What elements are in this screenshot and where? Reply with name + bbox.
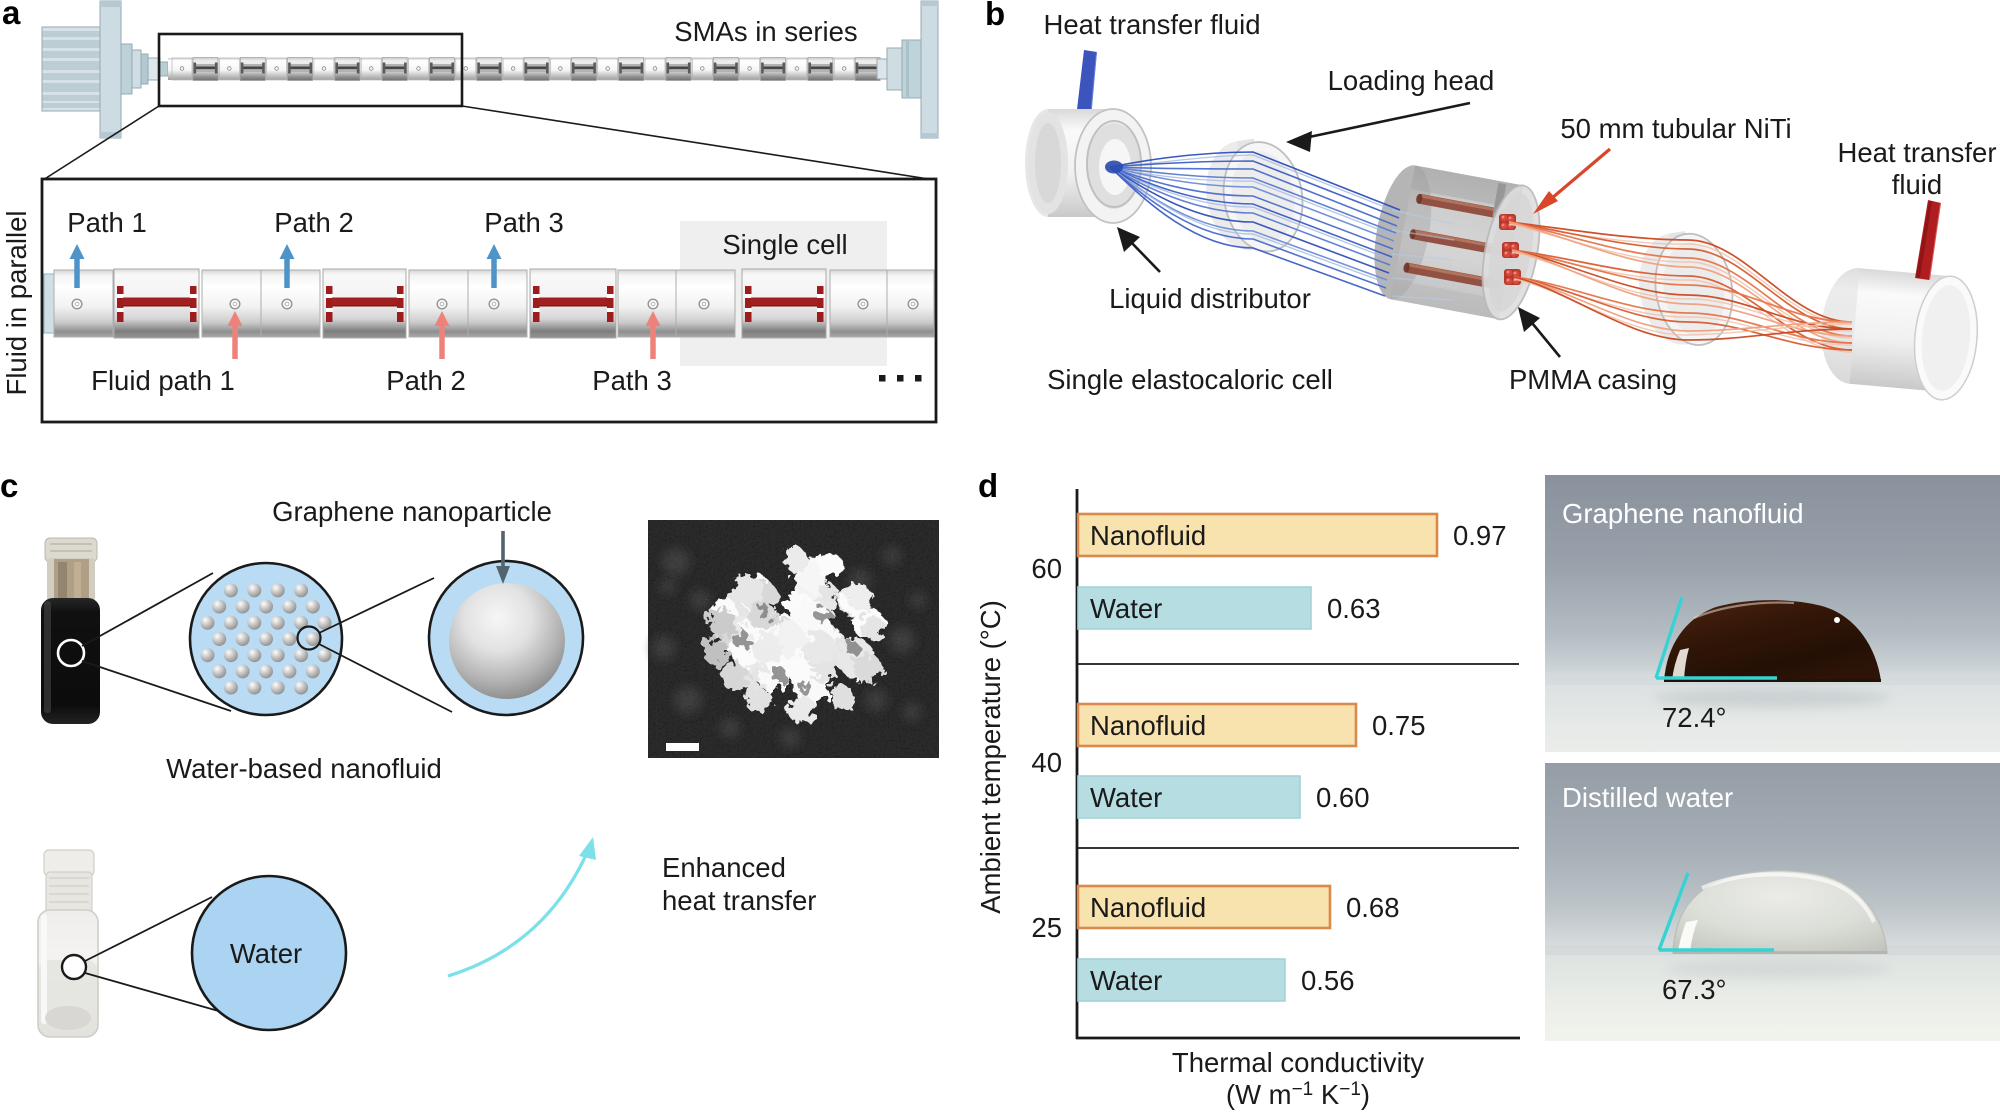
svg-text:Heat transfer fluid: Heat transfer fluid (1043, 9, 1260, 40)
svg-text:Single cell: Single cell (722, 229, 847, 260)
svg-text:25: 25 (1031, 912, 1062, 943)
svg-text:c: c (0, 467, 18, 504)
svg-text:Nanofluid: Nanofluid (1090, 520, 1206, 551)
svg-text:Water: Water (230, 938, 302, 969)
svg-text:Ambient temperature (°C): Ambient temperature (°C) (975, 600, 1006, 914)
svg-text:Water-based nanofluid: Water-based nanofluid (166, 753, 442, 784)
svg-text:Graphene nanofluid: Graphene nanofluid (1562, 498, 1804, 529)
svg-text:Thermal conductivity: Thermal conductivity (1172, 1047, 1424, 1078)
svg-text:Single elastocaloric cell: Single elastocaloric cell (1047, 364, 1333, 395)
svg-text:Fluid in parallel: Fluid in parallel (1, 211, 32, 396)
svg-text:0.97: 0.97 (1453, 520, 1507, 551)
svg-text:Water: Water (1090, 782, 1162, 813)
svg-text:Path 2: Path 2 (274, 207, 354, 238)
svg-text:SMAs in series: SMAs in series (674, 16, 857, 47)
svg-text:Nanofluid: Nanofluid (1090, 892, 1206, 923)
svg-text:0.75: 0.75 (1372, 710, 1426, 741)
svg-text:Water: Water (1090, 593, 1162, 624)
svg-text:60: 60 (1031, 553, 1062, 584)
svg-text:Water: Water (1090, 965, 1162, 996)
svg-text:Path 3: Path 3 (484, 207, 564, 238)
svg-text:50 mm tubular NiTi: 50 mm tubular NiTi (1560, 113, 1791, 144)
svg-text:Distilled water: Distilled water (1562, 782, 1733, 813)
svg-text:(W m−1 K−1): (W m−1 K−1) (1226, 1079, 1370, 1110)
svg-text:Liquid distributor: Liquid distributor (1109, 283, 1311, 314)
svg-text:0.56: 0.56 (1301, 965, 1355, 996)
svg-text:67.3°: 67.3° (1662, 974, 1727, 1005)
svg-text:heat transfer: heat transfer (662, 885, 816, 916)
svg-text:0.63: 0.63 (1327, 593, 1381, 624)
svg-text:Path 2: Path 2 (386, 365, 466, 396)
svg-text:Nanofluid: Nanofluid (1090, 710, 1206, 741)
svg-text:Path 1: Path 1 (67, 207, 147, 238)
svg-text:0.60: 0.60 (1316, 782, 1370, 813)
svg-text:fluid: fluid (1892, 169, 1942, 200)
svg-text:Enhanced: Enhanced (662, 852, 786, 883)
svg-text:72.4°: 72.4° (1662, 702, 1727, 733)
svg-text:Heat transfer: Heat transfer (1838, 137, 1997, 168)
svg-text:PMMA casing: PMMA casing (1509, 364, 1677, 395)
svg-text:Graphene nanoparticle: Graphene nanoparticle (272, 496, 552, 527)
svg-text:Fluid path 1: Fluid path 1 (91, 365, 235, 396)
svg-text:Path 3: Path 3 (592, 365, 672, 396)
svg-text:a: a (2, 0, 21, 31)
svg-text:Loading head: Loading head (1328, 65, 1495, 96)
svg-text:b: b (985, 0, 1005, 32)
svg-text:d: d (978, 467, 998, 504)
svg-text:0.68: 0.68 (1346, 892, 1400, 923)
svg-text:40: 40 (1031, 747, 1062, 778)
